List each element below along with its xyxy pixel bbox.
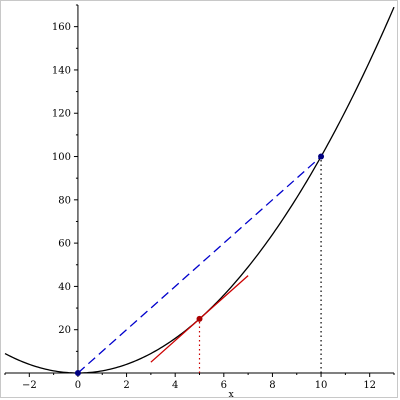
x-tick-label: 8 xyxy=(269,380,275,391)
data-point xyxy=(196,315,203,322)
x-tick-label: −2 xyxy=(22,380,37,391)
x-axis-label: x xyxy=(229,390,234,400)
y-tick-label: 100 xyxy=(52,152,71,163)
ticks: −2 0 2 4 6 8 10 12 20 40 60 80 100 120 140 160 xyxy=(4,4,395,391)
y-tick-label: 120 xyxy=(52,109,71,120)
y-tick-label: 40 xyxy=(58,282,71,293)
y-tick-label: 80 xyxy=(58,195,71,206)
y-tick-label: 60 xyxy=(58,239,71,250)
series-segment xyxy=(77,156,322,374)
x-tick-label: 10 xyxy=(315,380,328,391)
y-tick-label: 160 xyxy=(52,22,71,33)
points xyxy=(74,153,325,376)
x-tick-label: 6 xyxy=(221,380,227,391)
x-tick-label: 4 xyxy=(172,380,178,391)
y-tick-label: 20 xyxy=(58,325,71,336)
y-tick-label: 140 xyxy=(52,65,71,76)
x-tick-label: 0 xyxy=(75,380,81,391)
x-tick-label: 2 xyxy=(123,380,129,391)
x-tick-label: 12 xyxy=(363,380,376,391)
data-point xyxy=(74,370,81,376)
data-point xyxy=(318,153,325,160)
